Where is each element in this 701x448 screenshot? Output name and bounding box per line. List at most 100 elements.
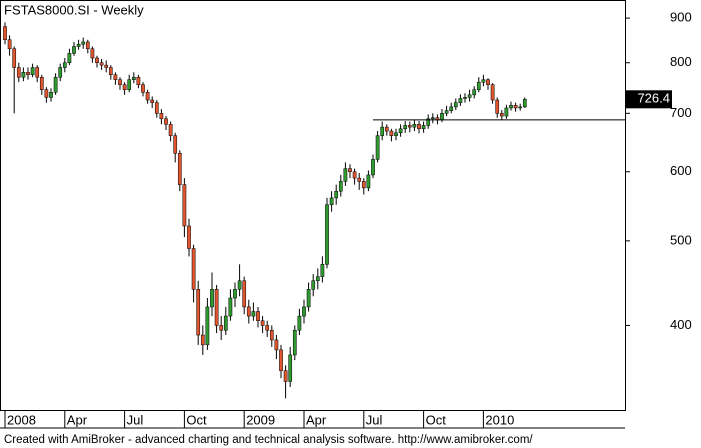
candle-body (168, 124, 173, 136)
candle-body (504, 107, 509, 117)
candle-body (205, 306, 210, 346)
x-tick-label: 2008 (7, 412, 36, 427)
candle-body (228, 297, 233, 317)
x-tick-label: 2009 (246, 412, 275, 427)
candle-body (412, 124, 417, 128)
candle-body (58, 67, 63, 78)
candle-body (246, 306, 251, 317)
candle-body (265, 325, 270, 331)
candle-body (315, 276, 320, 282)
last-value-tag (626, 90, 672, 109)
candle-body (292, 329, 297, 356)
candle-body (164, 118, 168, 125)
candle-body (196, 289, 201, 336)
candle-body (108, 67, 113, 76)
candle-body (453, 102, 458, 108)
candle-body (329, 197, 334, 205)
plot-frame (0, 0, 626, 411)
candle-body (76, 43, 81, 47)
candle-body (118, 79, 122, 85)
candle-body (113, 74, 118, 80)
candle-body (361, 181, 366, 189)
candle-body (242, 280, 247, 308)
candle-body (499, 113, 504, 117)
candle-body (177, 153, 182, 185)
candle-body (237, 280, 242, 290)
candle-body (357, 177, 362, 182)
candle-body (380, 126, 385, 136)
candle-body (72, 46, 76, 54)
candle-body (200, 334, 205, 346)
candle-body (495, 99, 500, 114)
footer: Created with AmiBroker - advanced charti… (4, 434, 533, 446)
candle-body (348, 168, 352, 173)
candle-body (145, 92, 150, 101)
candle-body (210, 289, 214, 308)
last-value-label: 726.4 (637, 91, 670, 106)
y-tick-label: 900 (670, 10, 692, 25)
candle-body (302, 306, 306, 317)
candle-body (191, 248, 196, 290)
candle-body (513, 105, 518, 109)
candle-body (472, 89, 477, 96)
candle-body (99, 62, 104, 66)
candle-body (214, 289, 219, 326)
candle-body (481, 79, 486, 83)
candle-body (141, 84, 145, 93)
candle-body (306, 289, 311, 308)
candle-body (444, 110, 449, 114)
candle-body (430, 117, 435, 120)
candle-body (16, 67, 21, 78)
candle-body (136, 76, 141, 85)
candle-body (251, 311, 256, 317)
candle-body (12, 48, 17, 68)
candle-body (338, 181, 343, 192)
candle-body (269, 329, 274, 341)
candle-body (311, 280, 316, 290)
candle-body (417, 124, 421, 130)
candle-body (384, 126, 389, 132)
x-tick-label: Apr (306, 412, 327, 427)
candle-body (389, 130, 394, 136)
candle-body (26, 72, 30, 76)
candle-body (256, 311, 260, 321)
candle-body (283, 370, 288, 382)
candle-body (85, 41, 90, 50)
y-tick-label: 600 (670, 163, 692, 178)
candle-body (3, 26, 7, 41)
candle-body (44, 89, 49, 98)
candle-body (104, 64, 109, 68)
candle-body (366, 174, 371, 189)
candle-body (122, 84, 127, 90)
candle-body (154, 102, 159, 114)
candle-body (7, 39, 12, 50)
candle-body (182, 184, 187, 227)
candle-body (398, 128, 403, 134)
candle-body (223, 315, 228, 331)
candle-body (95, 57, 99, 63)
x-tick-label: 2010 (485, 412, 514, 427)
candle-body (127, 79, 132, 90)
x-tick-label: Jul (366, 412, 383, 427)
candle-body (449, 106, 454, 111)
candle-body (343, 168, 348, 182)
chart-title: FSTAS8000.SI - Weekly (4, 2, 144, 17)
candle-body (407, 125, 412, 128)
candle-body (522, 99, 527, 108)
candle-body (375, 135, 380, 160)
candle-body (260, 320, 265, 326)
candle-body (421, 125, 426, 130)
candle-body (53, 76, 58, 93)
candle-body (486, 79, 490, 85)
y-tick-label: 500 (670, 232, 692, 247)
candle-body (320, 264, 325, 277)
candle-body (518, 106, 523, 109)
candle-body (219, 325, 224, 331)
candle-body (35, 67, 40, 78)
candle-body (352, 171, 357, 179)
x-tick-label: Oct (186, 412, 207, 427)
candle-body (476, 81, 481, 90)
candle-body (509, 105, 513, 109)
candle-body (371, 159, 375, 176)
